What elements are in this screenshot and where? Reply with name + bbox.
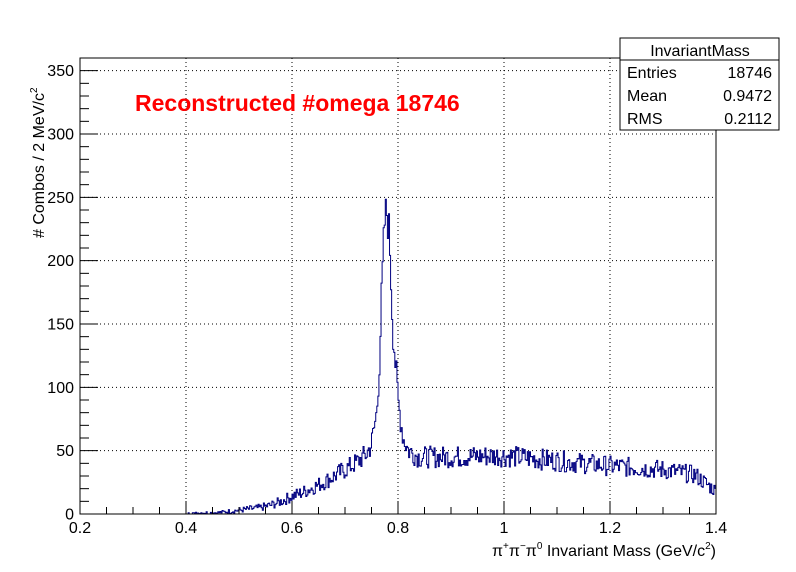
stats-mean-value: 0.9472 xyxy=(723,88,772,105)
y-axis-ticks: 0 50 100 150 200 250 300 350 xyxy=(47,57,98,524)
histogram-line xyxy=(80,198,717,515)
stats-entries-value: 18746 xyxy=(728,65,773,82)
y-tick-label: 100 xyxy=(47,380,74,397)
y-tick-label: 0 xyxy=(65,507,74,524)
y-tick-label: 150 xyxy=(47,317,74,334)
y-tick-label: 350 xyxy=(47,63,74,80)
y-tick-label: 50 xyxy=(56,443,74,460)
stats-box-title: InvariantMass xyxy=(650,43,750,60)
y-tick-label: 200 xyxy=(47,253,74,270)
x-tick-label: 1 xyxy=(500,520,509,537)
chart-title: Reconstructed #omega 18746 xyxy=(135,90,460,116)
grid-lines xyxy=(80,58,716,514)
stats-entries-label: Entries xyxy=(627,65,677,82)
y-axis-label: # Combos / 2 MeV/c2 xyxy=(29,87,48,238)
y-tick-label: 300 xyxy=(47,127,74,144)
x-tick-label: 0.2 xyxy=(69,520,91,537)
y-tick-label: 250 xyxy=(47,190,74,207)
x-tick-label: 0.4 xyxy=(175,520,197,537)
stats-rms-value: 0.2112 xyxy=(724,111,772,128)
x-tick-label: 1.2 xyxy=(599,520,621,537)
stats-box-frame xyxy=(619,37,780,131)
stats-box: InvariantMass Entries 18746 Mean 0.9472 … xyxy=(619,37,780,131)
x-axis-ticks: 0.2 0.4 0.6 0.8 1 1.2 1.4 xyxy=(69,501,727,537)
x-tick-label: 0.6 xyxy=(281,520,303,537)
x-tick-label: 0.8 xyxy=(387,520,409,537)
stats-mean-label: Mean xyxy=(627,88,667,105)
stats-rms-label: RMS xyxy=(627,111,663,128)
x-tick-label: 1.4 xyxy=(705,520,727,537)
histogram-series xyxy=(80,198,717,515)
x-axis-label: π+π−π0 Invariant Mass (GeV/c2) xyxy=(492,541,716,560)
